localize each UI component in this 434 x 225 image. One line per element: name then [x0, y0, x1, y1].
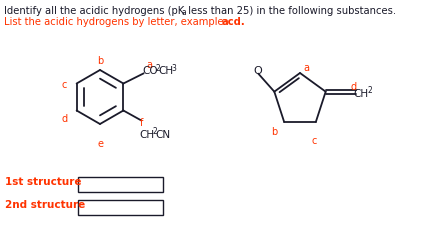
FancyBboxPatch shape	[78, 177, 163, 192]
Text: e: e	[97, 139, 103, 149]
FancyBboxPatch shape	[78, 200, 163, 215]
Text: 2nd structure: 2nd structure	[5, 200, 85, 210]
Text: c: c	[62, 79, 67, 90]
Text: List the acidic hydrogens by letter, example:: List the acidic hydrogens by letter, exa…	[4, 17, 230, 27]
Text: b: b	[271, 127, 277, 137]
Text: 3: 3	[171, 64, 176, 73]
Text: 2: 2	[367, 86, 372, 95]
Text: 2: 2	[156, 64, 161, 73]
Text: O: O	[253, 66, 262, 76]
Text: CO: CO	[142, 67, 158, 76]
Text: CH: CH	[354, 89, 369, 99]
Text: 2: 2	[153, 127, 158, 136]
Text: CH: CH	[158, 67, 174, 76]
Text: f: f	[139, 117, 143, 128]
Text: CH: CH	[139, 130, 155, 140]
Text: CN: CN	[155, 130, 171, 140]
Text: d: d	[351, 82, 357, 92]
Text: a: a	[303, 63, 309, 73]
Text: Identify all the acidic hydrogens (pK: Identify all the acidic hydrogens (pK	[4, 6, 184, 16]
Text: b: b	[97, 56, 103, 66]
Text: acd.: acd.	[222, 17, 246, 27]
Text: c: c	[312, 136, 317, 146]
Text: 1st structure: 1st structure	[5, 177, 82, 187]
Text: less than 25) in the following substances.: less than 25) in the following substance…	[185, 6, 396, 16]
Text: d: d	[62, 115, 68, 124]
Text: a: a	[181, 8, 186, 17]
Text: a: a	[146, 61, 152, 70]
